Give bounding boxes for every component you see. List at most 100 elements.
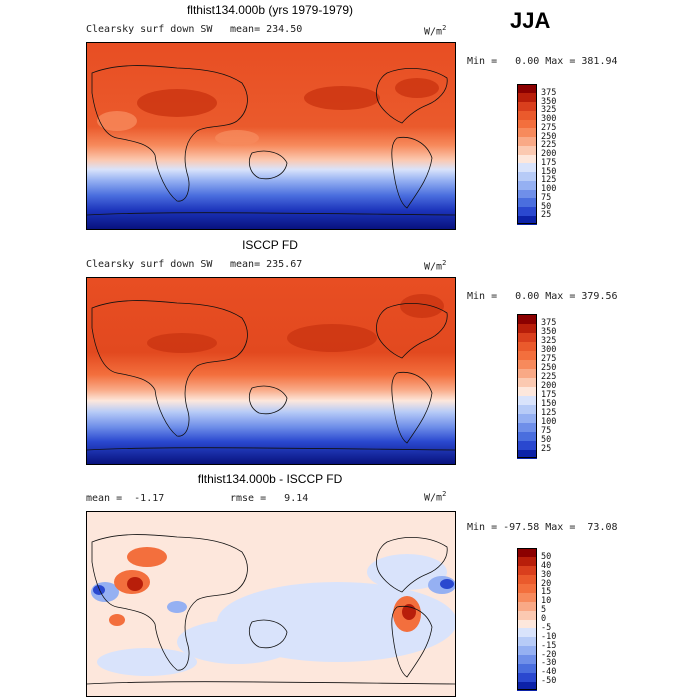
panel-1-colorbar-swatch — [517, 180, 537, 190]
panel-2-colorbar-tick-label: 225 — [541, 372, 557, 382]
panel-3-colorbar-swatch — [517, 601, 537, 611]
panel-1-colorbar-swatch — [517, 84, 537, 94]
panel-3-colorbar-swatch — [517, 672, 537, 682]
panel-2-high-zones — [147, 294, 444, 353]
panel-2-colorbar-swatch — [517, 323, 537, 333]
panel-1-colorbar-swatch — [517, 110, 537, 120]
panel-1-colorbar-swatch — [517, 197, 537, 207]
panel-3-negative-zones — [97, 554, 455, 676]
panel-3-colorbar-swatch — [517, 574, 537, 584]
panel-1-colorbar-tick-label: 250 — [541, 131, 557, 142]
panel-2-colorbar-tick-label: 375 — [541, 318, 557, 328]
panel-2-colorbar-tick-label: 250 — [541, 363, 557, 373]
panel-3-colorbar-swatch — [517, 645, 537, 655]
panel-1-coastlines — [87, 65, 455, 216]
panel-3-colorbar-tick-label: -20 — [541, 649, 557, 660]
panel-2-colorbar-tick-label: 325 — [541, 336, 557, 346]
panel-2-map-svg — [87, 278, 455, 464]
panel-2-colorbar-swatch — [517, 332, 537, 342]
panel-1-colorbar-swatch — [517, 215, 537, 225]
panel-3-colorbar-swatch — [517, 627, 537, 638]
panel-2-colorbar-swatch — [517, 395, 537, 405]
panel-1-colorbar-swatch — [517, 145, 537, 155]
panel-1-title: flthist134.000b (yrs 1979-1979) — [186, 3, 354, 17]
panel-3-colorbar-tick-label: 5 — [541, 605, 547, 616]
panel-3-colorbar-tick-label: -5 — [541, 622, 552, 633]
panel-2-colorbar-swatch — [517, 422, 537, 432]
panel-2-colorbar-swatch — [517, 449, 537, 459]
panel-2-colorbar-tick-label: 275 — [541, 354, 557, 364]
panel-1-colorbar-swatch — [517, 127, 537, 137]
panel-1-colorbar-tick-label: 375 — [541, 87, 557, 98]
panel-3-colorbar-swatch — [517, 610, 537, 620]
panel-3-colorbar-swatch — [517, 619, 537, 629]
panel-1-colorbar-tick-label: 350 — [541, 96, 557, 107]
panel-1-colorbar-tick-label: 25 — [541, 210, 552, 221]
panel-2-colorbar-swatch — [517, 359, 537, 369]
panel-1-map — [86, 42, 456, 230]
panel-3-colorbar-swatch — [517, 548, 537, 558]
panel-2-variable-label: Clearsky surf down SW — [86, 259, 213, 270]
panel-3-colorbar-swatch — [517, 592, 537, 602]
panel-1-colorbar: 375 350 325 300 275 250 225 200 175 150 125 100 75 50… — [517, 84, 577, 225]
panel-3-colorbar-tick-label: 50 — [541, 551, 552, 562]
panel-1-colorbar-swatch — [517, 92, 537, 102]
panel-1-colorbar-tick-label: 50 — [541, 201, 552, 212]
panel-1-map-svg — [87, 43, 455, 229]
panel-2-colorbar-swatch — [517, 368, 537, 378]
panel-2-colorbar-tick-label: 175 — [541, 390, 557, 400]
season-label: JJA — [510, 8, 551, 33]
panel-3-colorbar-tick-label: 10 — [541, 596, 552, 607]
panel-2-mean: mean= 235.67 — [230, 259, 303, 270]
panel-3-colorbar-box — [517, 548, 537, 690]
panel-1-field — [87, 43, 455, 229]
panel-2-colorbar-swatch — [517, 341, 537, 351]
panel-1-colorbar-box — [517, 84, 537, 224]
panel-3-mean: mean = -1.17 — [86, 493, 165, 504]
panel-1-colorbar-tick-label: 275 — [541, 122, 557, 133]
panel-2-colorbar-tick-label: 150 — [541, 399, 557, 409]
panel-3-colorbar-tick-label: -50 — [541, 676, 557, 687]
panel-3-colorbar-tick-label: 0 — [541, 614, 547, 624]
panel-2-colorbar-swatch — [517, 377, 537, 387]
panel-1-colorbar-swatch — [517, 189, 537, 199]
panel-1-colorbar-swatch — [517, 162, 537, 172]
panel-2-map — [86, 277, 456, 465]
panel-1-colorbar-tick-label: 200 — [541, 149, 557, 159]
panel-1-colorbar-swatch — [517, 119, 537, 129]
panel-3-colorbar-swatch — [517, 663, 537, 673]
panel-3-minmax: Min = -97.58 Max = 73.08 — [467, 522, 618, 533]
panel-1-low-zones — [97, 111, 259, 146]
panel-1-colorbar-tick-label: 325 — [541, 105, 557, 116]
panel-3-coastlines — [87, 534, 455, 685]
panel-1-variable-label: Clearsky surf down SW — [86, 24, 213, 35]
panel-3-colorbar-swatch — [517, 654, 537, 664]
panel-1-colorbar-swatch — [517, 154, 537, 164]
panel-3-units: W/m2 — [424, 490, 447, 504]
panel-2-colorbar-swatch — [517, 350, 537, 360]
panel-1-colorbar-swatch — [517, 136, 537, 146]
panel-3-map-svg — [87, 512, 455, 696]
panel-1-colorbar-tick-label: 150 — [541, 166, 557, 177]
panel-1-colorbar-tick-label: 225 — [541, 140, 557, 151]
panel-2-colorbar-swatch — [517, 314, 537, 324]
panel-3-colorbar-tick-label: -40 — [541, 667, 557, 678]
panel-3-colorbar-swatch — [517, 636, 537, 647]
panel-3-rmse: rmse = 9.14 — [230, 493, 309, 504]
panel-3-colorbar-tick-label: 30 — [541, 569, 552, 580]
panel-3-colorbar-swatch — [517, 583, 537, 593]
panel-3-colorbar: 50 40 30 20 15 10 5 0 -5 -10 -15 -20 -30 -40 -50 — [517, 548, 577, 691]
panel-1-colorbar-tick-label: 125 — [541, 175, 557, 186]
panel-2-field — [87, 278, 455, 464]
panel-1-colorbar-tick-label: 300 — [541, 114, 557, 124]
panel-1-colorbar-swatch — [517, 101, 537, 111]
panel-2-colorbar-swatch — [517, 404, 537, 414]
panel-3-colorbar-tick-label: -10 — [541, 631, 557, 642]
panel-3-colorbar-tick-label: 40 — [541, 560, 552, 571]
panel-2-colorbar-tick-label: 100 — [541, 417, 557, 427]
panel-2-colorbar: 375 350 325 300 275 250 225 200 175 150 125 100 75 50… — [517, 314, 577, 459]
panel-2-colorbar-tick-label: 300 — [541, 345, 557, 355]
panel-2-colorbar-tick-label: 25 — [541, 444, 552, 454]
panel-3-colorbar-tick-label: -30 — [541, 658, 557, 669]
panel-2-colorbar-swatch — [517, 386, 537, 396]
